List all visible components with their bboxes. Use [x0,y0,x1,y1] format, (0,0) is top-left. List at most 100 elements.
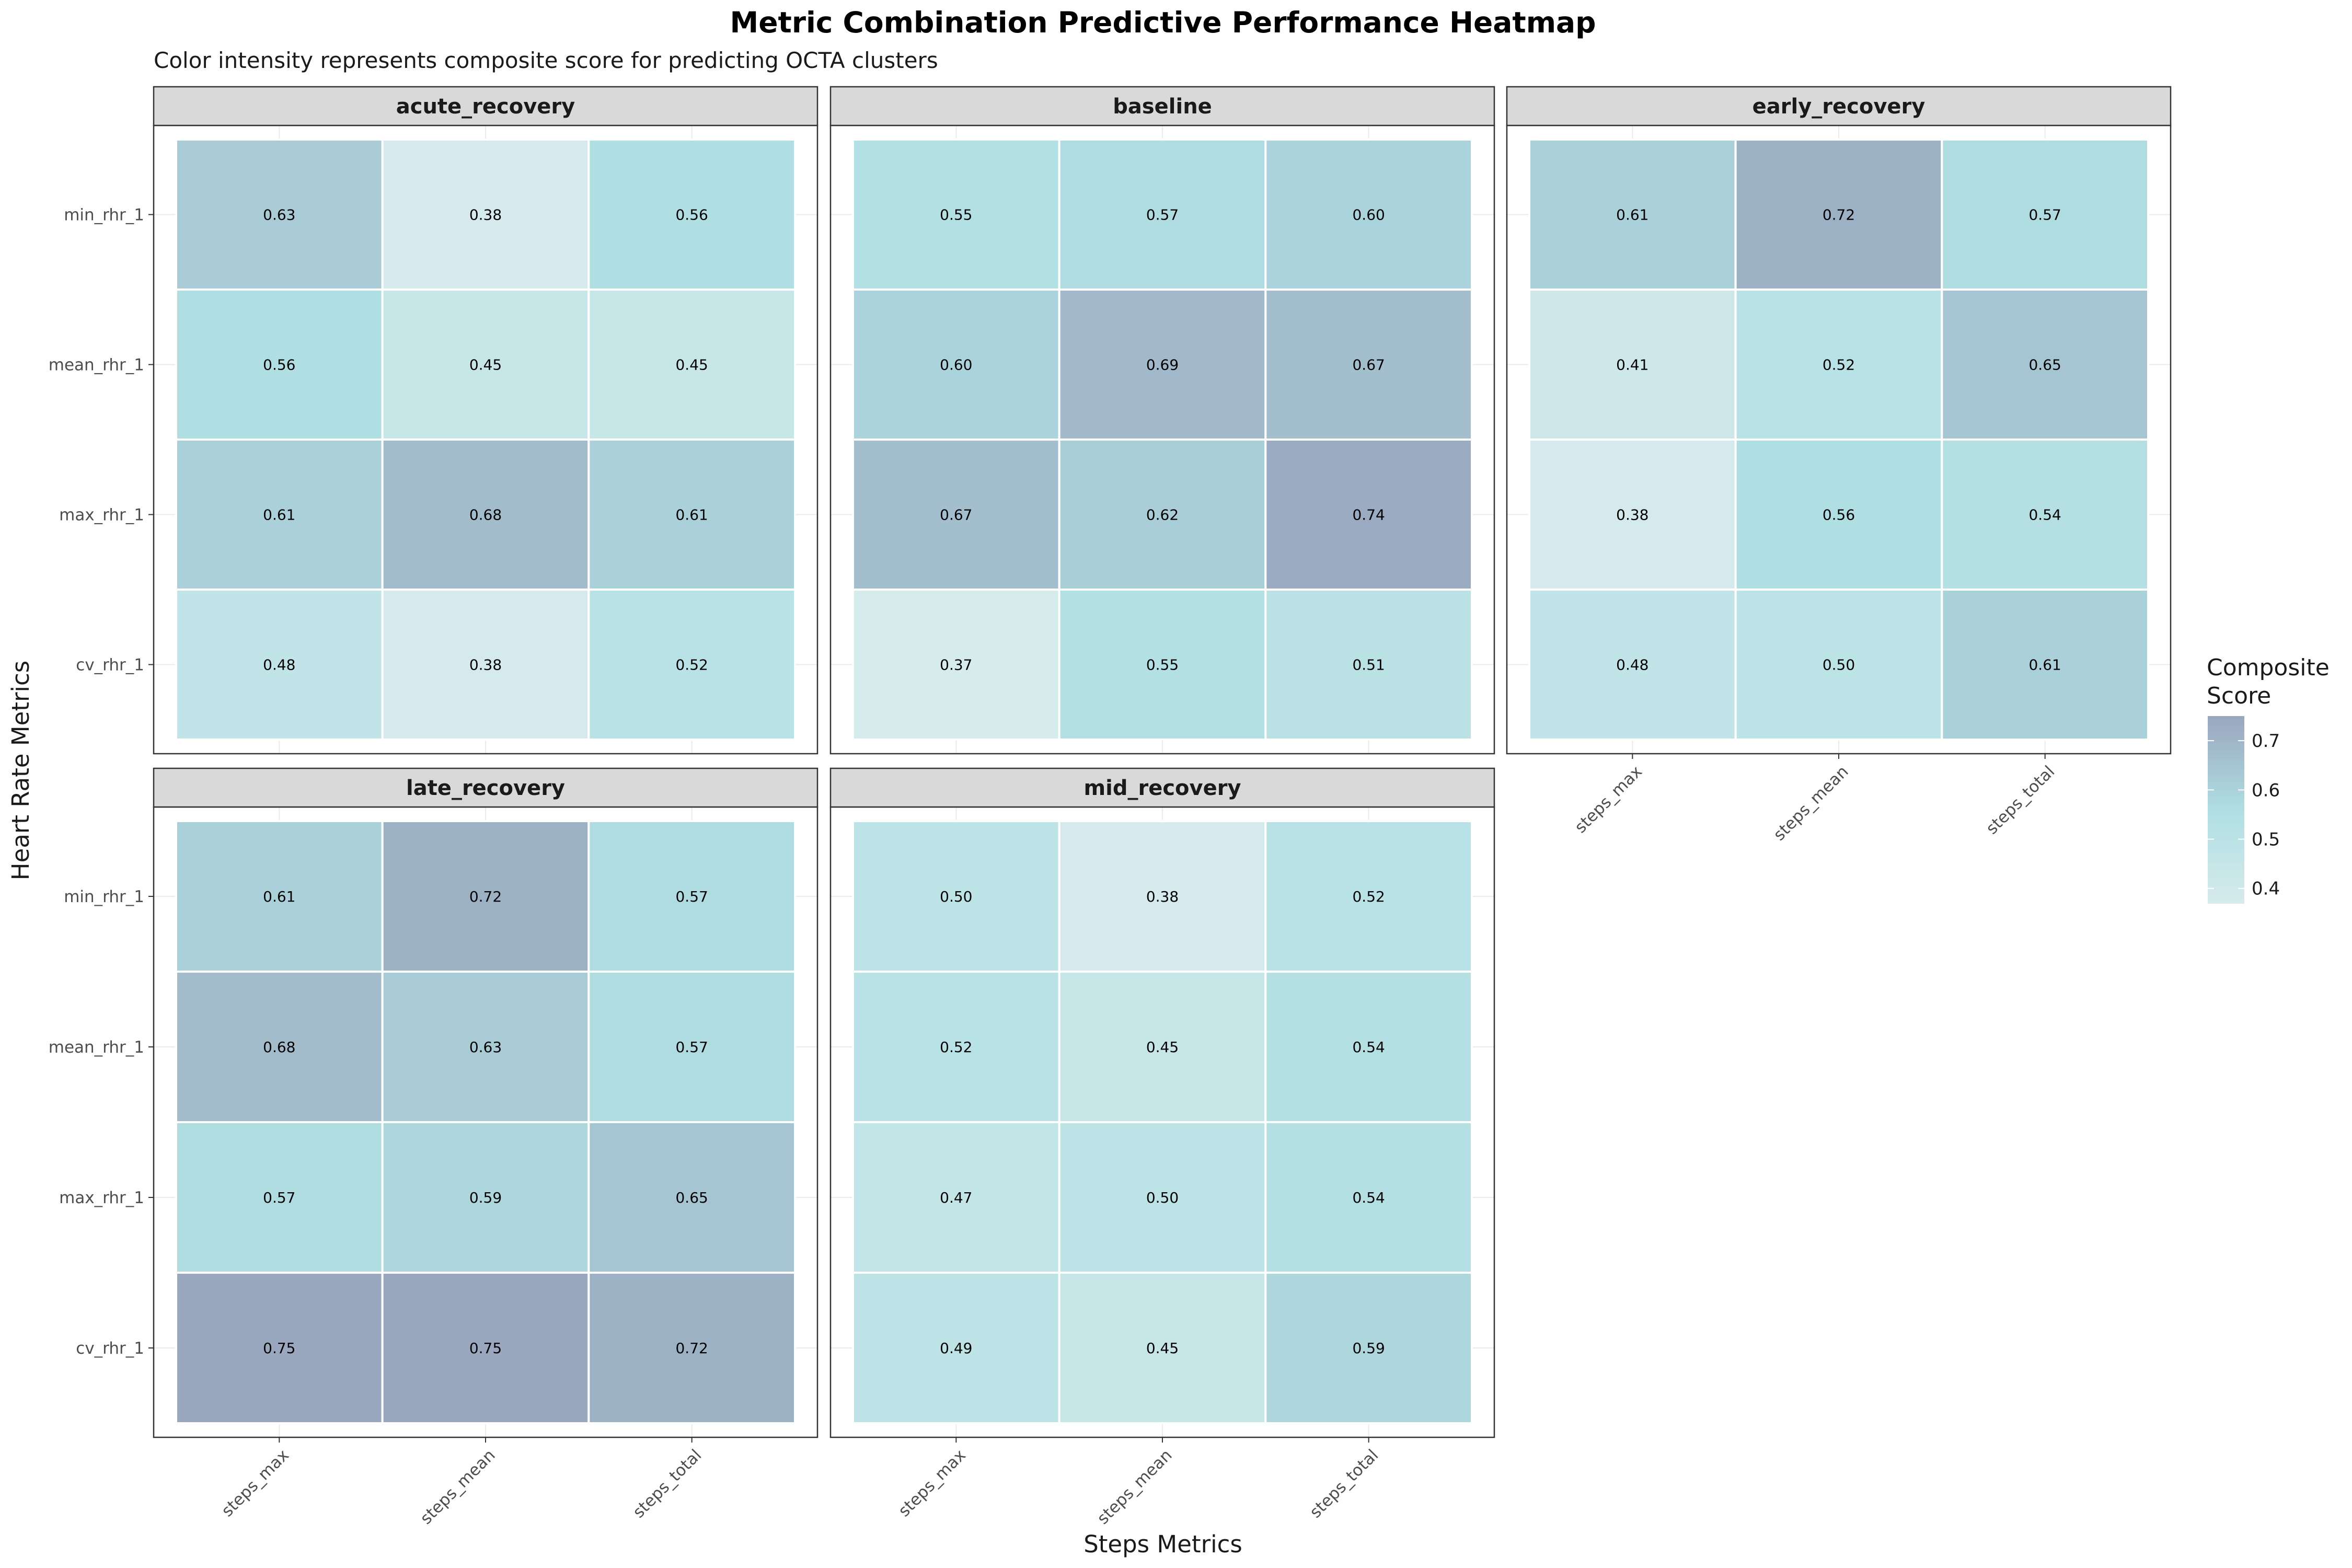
facet-strip [153,86,818,126]
cell-value-label: 0.45 [469,356,502,374]
legend-gradient-step [2208,753,2244,757]
cell-value-label: 0.56 [263,356,295,374]
cell-value-label: 0.61 [263,888,295,905]
cell-value-label: 0.41 [1616,356,1648,374]
cell-value-label: 0.68 [469,506,502,524]
cell-value-label: 0.61 [1616,206,1648,224]
legend-gradient-step [2208,731,2244,735]
legend-title-line-1: Composite [2207,654,2330,681]
legend-gradient-step [2208,766,2244,770]
heatmap-cell-min_rhr_1-steps_mean [1058,139,1267,291]
heatmap-cell-cv_rhr_1-steps_mean [381,589,590,741]
panel-baseline: 0.55 0.57 0.60 0.60 0.69 0.67 0.67 0.62 0.74 0.37… [829,86,1495,755]
cell-value-label: 0.48 [263,656,295,674]
heatmap-cell-cv_rhr_1-steps_mean [1058,589,1267,741]
heatmap-cell-cv_rhr_1-steps_max [1528,589,1737,741]
cell-value-label: 0.67 [940,506,972,524]
legend-gradient-step [2208,728,2244,732]
cell-value-label: 0.57 [1146,206,1179,224]
cell-value-label: 0.72 [469,888,502,905]
facet-strip-label: early_recovery [1753,95,1926,119]
cell-value-label: 0.59 [469,1189,502,1206]
heatmap-cell-min_rhr_1-steps_mean [1734,139,1943,291]
y-tick-label: max_rhr_1 [59,1189,144,1207]
heatmap-cell-max_rhr_1-steps_total [587,1121,797,1274]
cell-value-label: 0.54 [1352,1039,1385,1056]
heatmap-cell-mean_rhr_1-steps_mean [381,289,590,441]
chart-title: Metric Combination Predictive Performanc… [730,6,1596,39]
legend-gradient-step [2208,869,2244,873]
legend-gradient-step [2208,800,2244,804]
heatmap-cell-max_rhr_1-steps_mean [1734,439,1943,591]
heatmap-cell-cv_rhr_1-steps_total [587,1272,797,1424]
cell-value-label: 0.59 [1352,1340,1385,1357]
legend-title-line-2: Score [2207,683,2271,709]
legend-gradient-step [2208,737,2244,742]
cell-value-label: 0.52 [1352,888,1385,905]
heatmap-cell-mean_rhr_1-steps_total [1264,971,1473,1123]
cell-value-label: 0.67 [1352,356,1385,374]
legend-gradient-step [2208,881,2244,885]
cell-value-label: 0.63 [263,206,295,224]
y-axis-label: Heart Rate Metrics [7,661,34,880]
legend-gradient-step [2208,866,2244,870]
legend-gradient-step [2208,878,2244,882]
legend-gradient-step [2208,894,2244,898]
cell-value-label: 0.72 [1823,206,1855,224]
heatmap-cell-max_rhr_1-steps_mean [1058,1121,1267,1274]
heatmap-cell-min_rhr_1-steps_max [852,139,1060,291]
legend-gradient-step [2208,862,2244,867]
x-tick-label: steps_max [218,1446,293,1520]
facet-strip-label: late_recovery [406,776,565,800]
legend-gradient-step [2208,725,2244,729]
legend-gradient-step [2208,794,2244,798]
legend-gradient-step [2208,822,2244,826]
panel-acute_recovery: 0.63 0.38 0.56 0.56 0.45 0.45 0.61 0.68 0.61 0.48… [49,86,818,755]
panel-late_recovery: 0.61 0.72 0.57 0.68 0.63 0.57 0.57 0.59 0.65 0.75… [49,767,818,1528]
panel-mid_recovery: 0.50 0.38 0.52 0.52 0.45 0.54 0.47 0.50 0.54 0.49… [829,767,1495,1528]
legend-gradient-step [2208,788,2244,792]
heatmap-cell-min_rhr_1-steps_mean [381,139,590,291]
heatmap-cell-cv_rhr_1-steps_total [1264,1272,1473,1424]
heatmap-cell-mean_rhr_1-steps_max [175,289,384,441]
cell-value-label: 0.38 [1146,888,1179,905]
legend-gradient-step [2208,716,2244,720]
legend-gradient-step [2208,791,2244,795]
legend-gradient-step [2208,806,2244,810]
heatmap-cell-max_rhr_1-steps_mean [1058,439,1267,591]
heatmap-cell-min_rhr_1-steps_total [1941,139,2149,291]
cell-value-label: 0.57 [675,888,708,905]
cell-value-label: 0.74 [1352,506,1385,524]
legend-gradient-step [2208,834,2244,838]
heatmap-cell-cv_rhr_1-steps_max [852,1272,1060,1424]
legend-gradient-step [2208,847,2244,851]
heatmap-cell-cv_rhr_1-steps_max [852,589,1060,741]
heatmap-cell-cv_rhr_1-steps_mean [381,1272,590,1424]
heatmap-cell-min_rhr_1-steps_total [587,820,797,973]
facet-strip-label: baseline [1113,95,1212,119]
cell-value-label: 0.75 [469,1340,502,1357]
cell-value-label: 0.72 [675,1340,708,1357]
legend-gradient-step [2208,734,2244,739]
heatmap-cell-max_rhr_1-steps_total [1941,439,2149,591]
legend-gradient-step [2208,759,2244,764]
y-tick-label: cv_rhr_1 [76,1339,144,1358]
legend-gradient-step [2208,810,2244,813]
heatmap-cell-cv_rhr_1-steps_mean [1058,1272,1267,1424]
cell-value-label: 0.63 [469,1039,502,1056]
legend-gradient-step [2208,818,2244,823]
heatmap-cell-cv_rhr_1-steps_total [1264,589,1473,741]
legend-gradient-step [2208,812,2244,816]
legend-gradient-step [2208,756,2244,760]
cell-value-label: 0.37 [940,656,972,674]
cell-value-label: 0.62 [1146,506,1179,524]
y-tick-label: mean_rhr_1 [49,1038,144,1057]
heatmap-cell-max_rhr_1-steps_max [175,439,384,591]
x-tick-label: steps_total [629,1446,705,1521]
cell-value-label: 0.49 [940,1340,972,1357]
heatmap-cell-mean_rhr_1-steps_mean [381,971,590,1123]
cell-value-label: 0.55 [1146,656,1179,674]
cell-value-label: 0.47 [940,1189,972,1206]
